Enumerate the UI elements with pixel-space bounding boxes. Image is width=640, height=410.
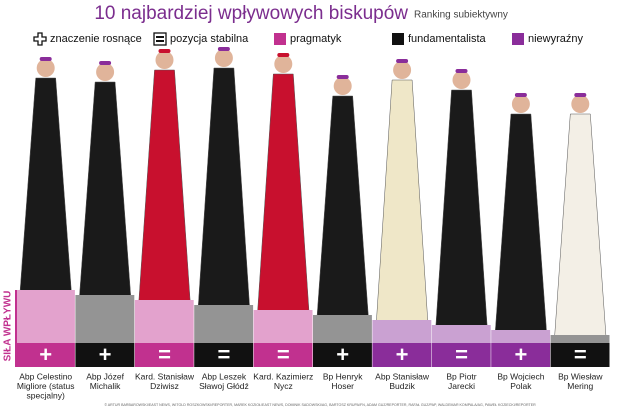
figure-cap <box>39 57 52 61</box>
podium-top <box>16 290 76 343</box>
legend: znaczenie rosnące pozycja stabilna pragmat… <box>33 32 584 46</box>
person-name: Polak <box>510 381 532 391</box>
trend-symbol: = <box>574 342 587 367</box>
figure-cap <box>574 93 587 97</box>
person-name: Bp Wiesław <box>558 371 603 381</box>
figure-head <box>511 95 530 113</box>
person-name: Abp Stanisław <box>375 371 430 381</box>
trend-symbol: + <box>396 342 409 367</box>
figure-head <box>274 55 293 73</box>
person-name: Sławoj Głódź <box>199 381 249 391</box>
podium-front <box>253 343 313 367</box>
podium-top <box>431 325 492 343</box>
trend-symbol: = <box>277 342 290 367</box>
podium-top <box>75 295 135 343</box>
figure-cap <box>514 93 527 97</box>
podium-front <box>491 343 551 367</box>
figure-head <box>393 61 412 79</box>
legend-swatch <box>392 33 404 45</box>
figure-cap <box>277 53 290 57</box>
person-name: Abp Celestino <box>19 371 72 381</box>
podium-top <box>372 320 432 343</box>
figure-cap <box>99 61 112 65</box>
figure-head <box>333 77 352 95</box>
person-name: Dziwisz <box>150 381 179 391</box>
podium-top <box>491 330 551 343</box>
title: 10 najbardziej wpływowych biskupów <box>94 3 408 24</box>
trend-symbol: + <box>514 342 527 367</box>
figure-head <box>214 49 233 67</box>
figure-head <box>36 59 55 77</box>
credits: © ARTUR BARBAROWSKI/EAST NEWS, WITOLD RO… <box>104 403 536 407</box>
podium-front <box>313 343 373 367</box>
trend-symbol: + <box>336 342 349 367</box>
podium-front <box>431 343 492 367</box>
trend-symbol: + <box>99 342 112 367</box>
legend-swatch <box>274 33 286 45</box>
person-name: Kard. Kazimierz <box>253 371 313 381</box>
figure-cap <box>455 69 468 73</box>
podium-front <box>16 343 76 367</box>
podium-front <box>372 343 432 367</box>
legend-label: niewyraźny <box>528 33 584 45</box>
person-name: Jarecki <box>448 381 475 391</box>
legend-label: znaczenie rosnące <box>50 33 142 45</box>
person-name: Mering <box>567 381 593 391</box>
legend-icon <box>153 32 167 46</box>
podium-top <box>550 335 610 343</box>
axis-label: SIŁA WPŁYWU <box>3 291 14 362</box>
legend-swatch <box>512 33 524 45</box>
figure-head <box>571 95 590 113</box>
figure-cap <box>217 47 230 51</box>
person-name: Bp Henryk <box>323 371 363 381</box>
legend-label: fundamentalista <box>408 33 487 45</box>
person-name: Bp Piotr <box>446 371 476 381</box>
person-name: Nycz <box>274 381 293 391</box>
podium-front <box>75 343 135 367</box>
person-name: Abp Józef <box>86 371 124 381</box>
trend-symbol: = <box>455 342 468 367</box>
figure-cap <box>396 59 409 63</box>
trend-symbol: = <box>217 342 230 367</box>
podium-top <box>194 305 254 343</box>
legend-icon <box>156 36 164 38</box>
podium-front <box>550 343 610 367</box>
podium-front <box>194 343 254 367</box>
figure-head <box>96 63 115 81</box>
person-name: Hoser <box>331 381 354 391</box>
figure-cap <box>158 49 171 53</box>
legend-label: pragmatyk <box>290 33 342 45</box>
legend-label: pozycja stabilna <box>170 33 249 45</box>
podium-front <box>134 343 195 367</box>
figure-cap <box>336 75 349 79</box>
person-name: specjalny) <box>27 390 65 400</box>
podium-top <box>253 310 313 343</box>
subtitle: Ranking subiektywny <box>414 10 508 21</box>
podium-top <box>134 300 195 343</box>
legend-icon <box>156 40 164 42</box>
person-name: Abp Leszek <box>202 371 247 381</box>
podium-top <box>313 315 373 343</box>
figure-head <box>155 51 174 69</box>
figure-head <box>452 71 471 89</box>
trend-symbol: + <box>39 342 52 367</box>
person-name: Migliore (status <box>17 381 75 391</box>
figures <box>19 47 607 342</box>
person-name: Bp Wojciech <box>497 371 544 381</box>
trend-symbol: = <box>158 342 171 367</box>
person-name: Kard. Stanisław <box>135 371 195 381</box>
person-name: Michalik <box>90 381 121 391</box>
person-name: Budzik <box>389 381 415 391</box>
legend-icon <box>33 32 47 46</box>
